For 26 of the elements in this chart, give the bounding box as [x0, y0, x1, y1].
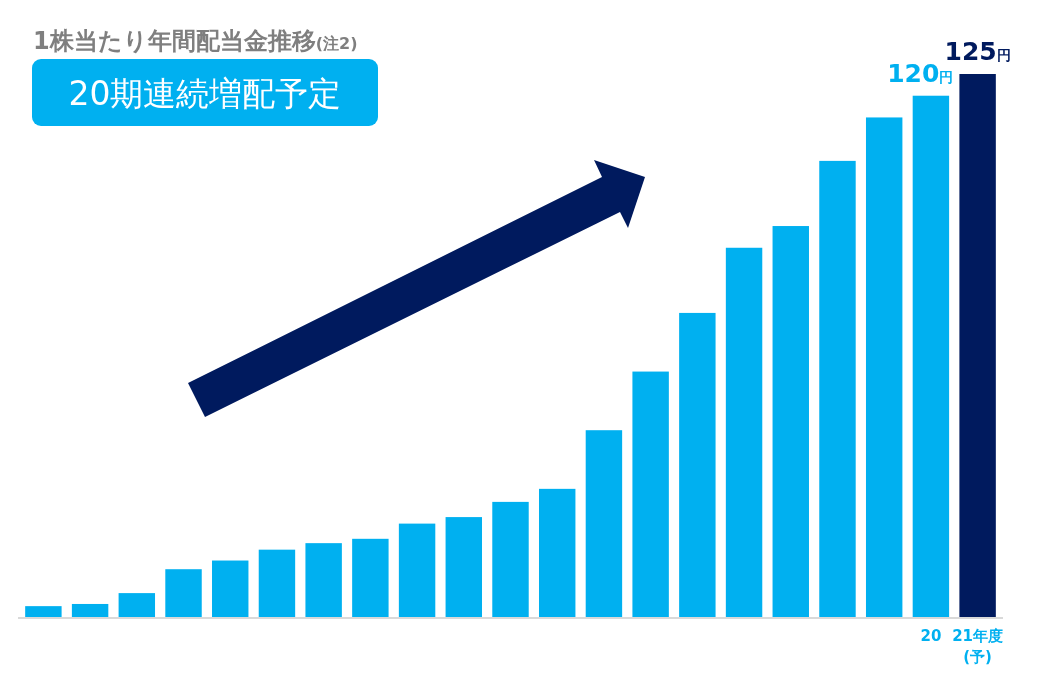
bar: [71, 603, 109, 617]
bar: [305, 543, 342, 617]
bar: [165, 569, 202, 617]
bar: [865, 117, 903, 617]
chart-subtitle: 20期連続増配予定: [68, 74, 342, 113]
bar: [492, 501, 529, 617]
bar: [632, 371, 669, 617]
bar: [352, 538, 389, 617]
bar: [912, 95, 950, 617]
bar: [25, 606, 62, 617]
bar: [445, 517, 483, 617]
bar: [212, 560, 249, 617]
bar: [725, 247, 763, 617]
bar: [679, 312, 716, 617]
bar: [959, 74, 996, 617]
bar: [118, 593, 156, 617]
data-label: 125円: [944, 37, 1011, 66]
bar: [772, 226, 809, 617]
x-tick-label: 21年度(予): [952, 627, 1004, 666]
bar: [819, 160, 856, 617]
bar: [258, 549, 296, 617]
bar: [585, 430, 623, 617]
x-tick-label: 20: [920, 627, 942, 645]
bar: [538, 488, 576, 617]
bar: [398, 523, 436, 617]
chart-title: 1株当たり年間配当金推移(注2): [33, 27, 358, 55]
